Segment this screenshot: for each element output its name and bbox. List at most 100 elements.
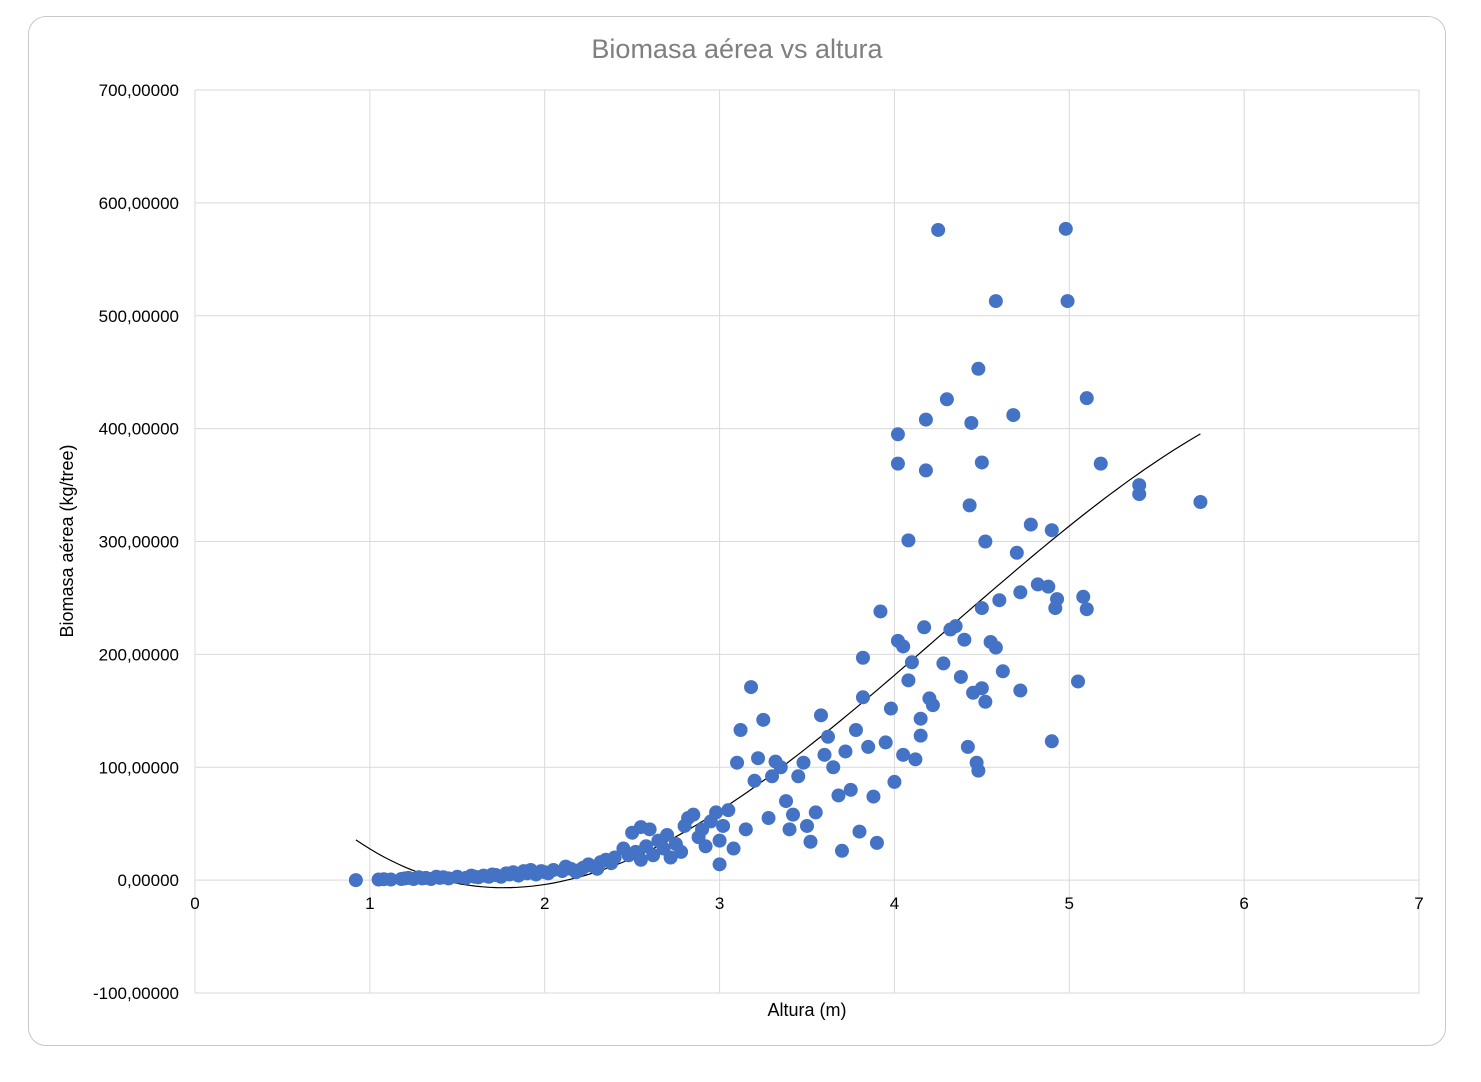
data-point (896, 639, 911, 654)
data-point (1071, 674, 1086, 689)
x-tick-label: 3 (715, 894, 724, 913)
data-point (931, 222, 946, 237)
data-points (348, 221, 1208, 888)
data-point (800, 818, 814, 833)
data-point (1030, 577, 1045, 592)
y-tick-label: 700,00000 (99, 81, 179, 100)
data-point (1093, 456, 1108, 471)
y-tick-label: 500,00000 (99, 307, 179, 326)
data-point (918, 463, 933, 478)
data-point (834, 843, 849, 858)
data-point (904, 655, 919, 670)
data-point (936, 656, 951, 671)
data-point (1058, 221, 1073, 236)
axis-ticks: 0 1 2 3 4 5 6 7 -100,00000 0,00000 100,00000 200,00… (93, 81, 1424, 1003)
data-point (698, 839, 713, 854)
data-point (855, 650, 870, 665)
data-point (848, 723, 863, 738)
data-point (917, 620, 932, 635)
data-point (747, 773, 762, 788)
data-point (1006, 408, 1021, 423)
y-tick-label: 600,00000 (99, 194, 179, 213)
data-point (791, 769, 806, 784)
y-axis-label: Biomasa aérea (kg/tree) (57, 444, 77, 637)
y-tick-label: 200,00000 (99, 645, 179, 664)
data-point (890, 427, 905, 442)
data-point (1060, 294, 1075, 309)
data-point (808, 805, 823, 820)
data-point (751, 751, 766, 766)
data-point (861, 739, 876, 754)
data-point (1044, 523, 1059, 538)
x-tick-label: 7 (1414, 894, 1423, 913)
data-point (1013, 585, 1028, 600)
data-point (733, 723, 748, 738)
x-axis-label: Altura (m) (767, 1000, 846, 1020)
data-point (796, 755, 811, 770)
data-point (744, 680, 759, 695)
y-tick-label: -100,00000 (93, 984, 179, 1003)
data-point (730, 755, 745, 770)
data-point (974, 681, 989, 696)
data-point (686, 807, 701, 822)
data-point (883, 701, 898, 716)
x-tick-label: 6 (1239, 894, 1248, 913)
data-point (992, 593, 1007, 608)
data-point (925, 698, 940, 713)
data-point (960, 739, 975, 754)
data-point (1013, 683, 1028, 698)
data-point (779, 794, 794, 809)
y-tick-label: 0,00000 (118, 871, 179, 890)
data-point (646, 848, 661, 863)
data-point (873, 604, 888, 619)
data-point (901, 533, 916, 548)
data-point (887, 774, 902, 789)
y-tick-label: 100,00000 (99, 758, 179, 777)
data-point (660, 827, 675, 842)
data-point (716, 818, 731, 833)
data-point (843, 782, 858, 797)
data-point (813, 708, 828, 723)
data-point (896, 747, 911, 762)
data-point (962, 498, 977, 513)
data-point (978, 694, 993, 709)
data-point (971, 361, 986, 376)
chart-frame (28, 16, 1446, 1046)
data-point (878, 735, 893, 750)
data-point (978, 534, 993, 549)
data-point (939, 392, 954, 407)
data-point (674, 844, 689, 859)
data-point (1076, 589, 1091, 604)
data-point (913, 728, 928, 743)
data-point (988, 640, 1003, 655)
data-point (869, 835, 884, 850)
data-point (918, 412, 933, 427)
data-point (1050, 592, 1065, 607)
data-point (786, 807, 801, 822)
x-tick-label: 4 (890, 894, 899, 913)
data-point (995, 664, 1010, 679)
data-point (709, 805, 724, 820)
data-point (1009, 545, 1024, 560)
x-tick-label: 0 (190, 894, 199, 913)
data-point (765, 769, 780, 784)
data-point (1041, 579, 1056, 594)
data-point (855, 690, 870, 705)
gridlines (194, 89, 1420, 994)
data-point (826, 760, 841, 775)
chart-title: Biomasa aérea vs altura (591, 34, 883, 64)
data-point (988, 294, 1003, 309)
data-point (761, 811, 776, 826)
data-point (852, 824, 867, 839)
data-point (901, 673, 916, 688)
data-point (866, 789, 881, 804)
y-tick-label: 300,00000 (99, 533, 179, 552)
data-point (1079, 391, 1094, 406)
data-point (974, 455, 989, 470)
data-point (773, 760, 788, 775)
data-point (831, 788, 846, 803)
data-point (642, 822, 657, 837)
data-point (1044, 734, 1059, 749)
data-point (782, 822, 797, 837)
